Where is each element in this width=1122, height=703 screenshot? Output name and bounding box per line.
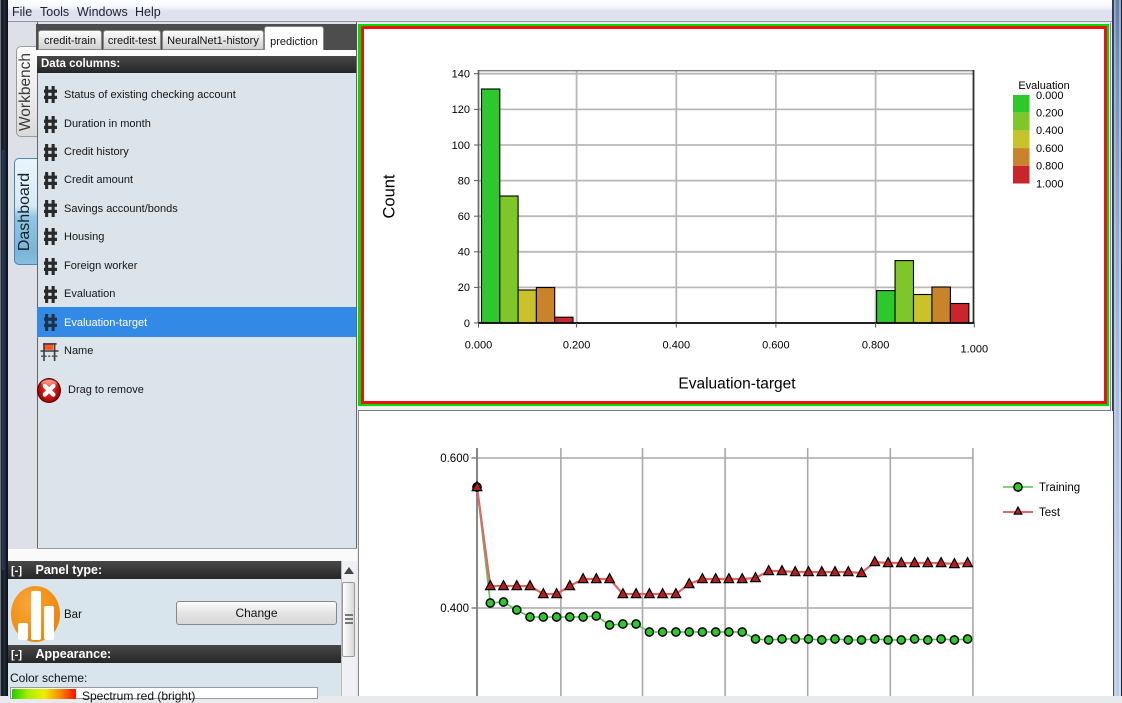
svg-text:Test: Test: [1039, 507, 1061, 519]
svg-text:0: 0: [464, 318, 470, 330]
svg-text:0.200: 0.200: [563, 340, 591, 352]
svg-text:0.800: 0.800: [862, 340, 890, 352]
svg-text:0.400: 0.400: [1036, 125, 1064, 137]
svg-text:0.400: 0.400: [663, 340, 691, 352]
svg-text:Count: Count: [381, 174, 399, 218]
svg-text:0.200: 0.200: [1036, 108, 1064, 120]
svg-text:0.600: 0.600: [762, 340, 790, 352]
svg-text:40: 40: [458, 247, 470, 259]
svg-text:Evaluation-target: Evaluation-target: [678, 376, 796, 393]
svg-text:0.000: 0.000: [1036, 90, 1064, 102]
svg-text:0.800: 0.800: [1036, 161, 1064, 173]
svg-text:1.000: 1.000: [1036, 178, 1064, 190]
svg-text:80: 80: [458, 175, 470, 187]
svg-text:20: 20: [458, 282, 470, 294]
svg-text:1.000: 1.000: [961, 344, 989, 356]
svg-text:Training: Training: [1039, 482, 1080, 494]
svg-text:140: 140: [452, 69, 470, 81]
svg-text:0.600: 0.600: [1036, 143, 1064, 155]
svg-text:100: 100: [452, 140, 470, 152]
svg-text:0.400: 0.400: [440, 603, 469, 615]
svg-text:120: 120: [452, 104, 470, 116]
svg-text:60: 60: [458, 211, 470, 223]
svg-text:0.000: 0.000: [465, 340, 493, 352]
svg-text:0.600: 0.600: [440, 453, 469, 465]
svg-text:Evaluation: Evaluation: [1018, 80, 1069, 92]
